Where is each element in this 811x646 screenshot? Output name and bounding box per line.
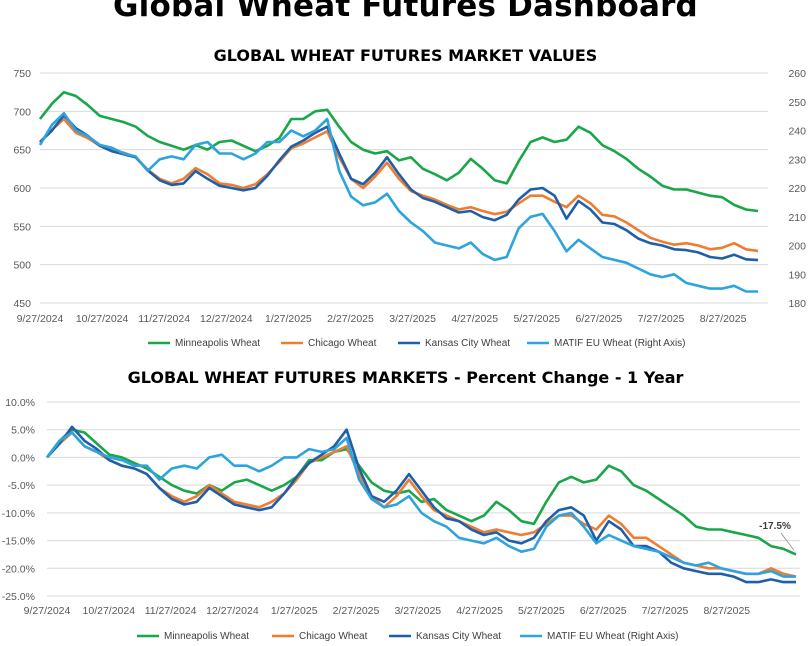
y-tick-label: 500 [13,260,31,272]
x-tick-label: 2/27/2025 [333,605,380,617]
y-tick-label: 0.0% [11,452,35,464]
x-tick-label: 3/27/2025 [394,605,441,617]
y2-tick-label: 210 [788,212,806,224]
x-tick-label: 1/27/2025 [265,313,312,325]
y-tick-label: -25.0% [2,591,35,603]
x-tick-label: 10/27/2024 [83,605,136,617]
y2-tick-label: 230 [788,154,806,166]
legend-label-minneapolis-wheat: Minneapolis Wheat [175,338,260,349]
legend-label-kansas-city-wheat: Kansas City Wheat [425,338,510,349]
series-line-matif-eu-wheat-right-axis [47,433,796,577]
x-tick-label: 5/27/2025 [518,605,565,617]
series-line-chicago-wheat [47,433,796,577]
market-values-chart: 750 700 650 600 550 500 450 260 250 240 230 220 210 2… [0,62,811,352]
x-tick-label: 4/27/2025 [451,313,498,325]
x-tick-label: 10/27/2024 [76,313,129,325]
x-tick-label: 8/27/2025 [703,605,750,617]
x-tick-label: 11/27/2024 [138,313,190,325]
legend-label-matif-eu-wheat-right-axis: MATIF EU Wheat (Right Axis) [554,338,686,349]
x-tick-label: 5/27/2025 [513,313,560,325]
y-tick-label: 750 [13,68,31,80]
y-tick-label: -20.0% [2,563,35,575]
x-tick-label: 9/27/2024 [17,313,64,325]
x-tick-label: 1/27/2025 [271,605,318,617]
legend-label-chicago-wheat: Chicago Wheat [299,631,368,642]
series-line-kansas-city-wheat [47,427,796,582]
x-tick-label: 6/27/2025 [580,605,627,617]
y-tick-label: 650 [13,145,31,157]
x-tick-label: 12/27/2024 [206,605,259,617]
y2-tick-label: 260 [788,68,806,80]
legend-label-matif-eu-wheat-right-axis: MATIF EU Wheat (Right Axis) [547,631,679,642]
page-title: Global Wheat Futures Dashboard [0,0,811,24]
y-tick-label: -5.0% [8,480,35,492]
annotation-label: -17.5% [759,521,791,532]
y2-tick-label: 180 [788,298,806,310]
y2-tick-label: 240 [788,126,806,138]
y-tick-label: -10.0% [2,508,35,520]
y-tick-label: 550 [13,221,31,233]
y-tick-label: 700 [13,106,31,118]
x-tick-label: 2/27/2025 [327,313,374,325]
x-tick-label: 6/27/2025 [576,313,623,325]
y2-tick-label: 220 [788,183,806,195]
legend-label-minneapolis-wheat: Minneapolis Wheat [164,631,249,642]
y-tick-label: 5.0% [11,425,35,437]
y-tick-label: 600 [13,183,31,195]
x-tick-label: 11/27/2024 [145,605,197,617]
y2-tick-label: 200 [788,241,806,253]
x-tick-label: 3/27/2025 [389,313,436,325]
chart2-title: GLOBAL WHEAT FUTURES MARKETS - Percent C… [0,368,811,387]
x-tick-label: 7/27/2025 [638,313,685,325]
legend-label-chicago-wheat: Chicago Wheat [308,338,377,349]
x-tick-label: 9/27/2024 [24,605,71,617]
y-tick-label: 450 [13,298,31,310]
y2-tick-label: 190 [788,269,806,281]
x-tick-label: 8/27/2025 [700,313,747,325]
x-tick-label: 7/27/2025 [642,605,689,617]
y-tick-label: -15.0% [2,536,35,548]
percent-change-chart: 10.0% 5.0% 0.0% -5.0% -10.0% -15.0% -20.0% -25.… [0,388,811,646]
series-line-minneapolis-wheat [40,92,758,211]
x-tick-label: 12/27/2024 [200,313,253,325]
y-tick-label: 10.0% [5,397,35,409]
y2-tick-label: 250 [788,97,806,109]
x-tick-label: 4/27/2025 [456,605,503,617]
series-line-chicago-wheat [40,119,758,251]
legend-label-kansas-city-wheat: Kansas City Wheat [416,631,501,642]
